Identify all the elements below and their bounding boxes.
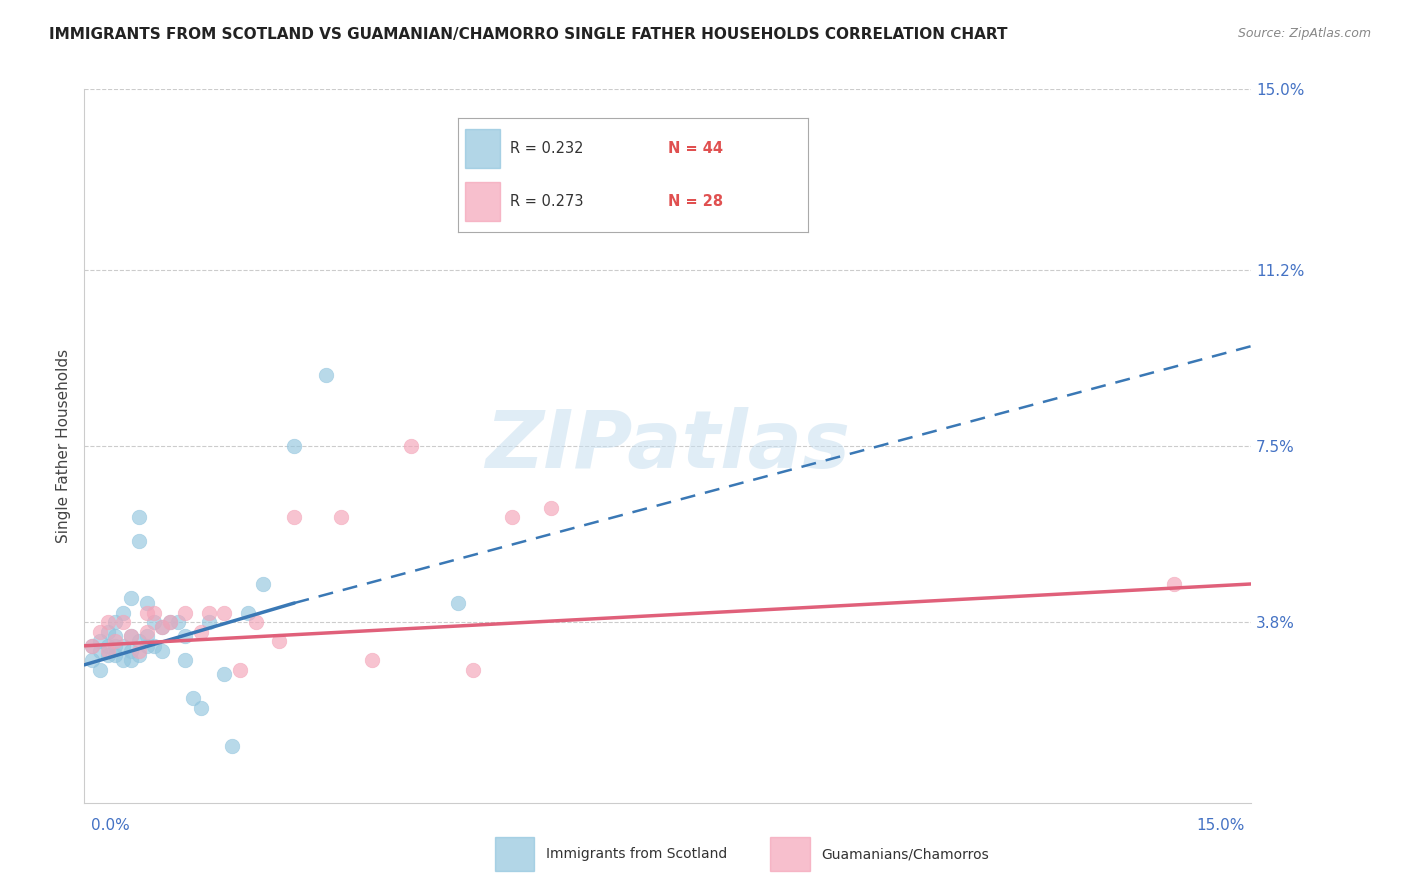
Bar <box>495 837 534 871</box>
Bar <box>465 182 499 220</box>
Point <box>112 653 135 667</box>
Point <box>128 643 150 657</box>
Point <box>104 648 127 663</box>
Point <box>112 606 135 620</box>
Point <box>245 615 267 629</box>
Text: Guamanians/Chamorros: Guamanians/Chamorros <box>821 847 988 861</box>
Point <box>447 596 470 610</box>
Point <box>97 624 120 639</box>
Point <box>82 639 104 653</box>
Point <box>120 591 142 606</box>
Point <box>135 624 157 639</box>
Point <box>128 510 150 524</box>
Point <box>89 643 111 657</box>
Point <box>97 648 120 663</box>
Point <box>150 620 173 634</box>
Text: R = 0.232: R = 0.232 <box>510 141 583 156</box>
Point <box>174 606 197 620</box>
Point <box>128 534 150 549</box>
Point <box>143 639 166 653</box>
Text: IMMIGRANTS FROM SCOTLAND VS GUAMANIAN/CHAMORRO SINGLE FATHER HOUSEHOLDS CORRELAT: IMMIGRANTS FROM SCOTLAND VS GUAMANIAN/CH… <box>49 27 1008 42</box>
Point <box>166 615 188 629</box>
Point <box>150 643 173 657</box>
Point <box>97 643 120 657</box>
Point <box>315 368 337 382</box>
Point <box>104 639 127 653</box>
Point <box>104 615 127 629</box>
Point <box>221 739 243 753</box>
Point <box>120 629 142 643</box>
Point <box>501 510 523 524</box>
Point <box>540 500 562 515</box>
Point <box>159 615 181 629</box>
Text: Source: ZipAtlas.com: Source: ZipAtlas.com <box>1237 27 1371 40</box>
Point <box>190 624 212 639</box>
Bar <box>465 129 499 168</box>
Point <box>120 653 142 667</box>
Point <box>330 510 353 524</box>
Point <box>143 615 166 629</box>
Point <box>128 648 150 663</box>
Point <box>89 663 111 677</box>
Point <box>283 510 305 524</box>
Point <box>120 629 142 643</box>
Point <box>181 691 204 706</box>
Text: ZIPatlas: ZIPatlas <box>485 407 851 485</box>
Point <box>135 606 157 620</box>
Point <box>135 596 157 610</box>
Text: 0.0%: 0.0% <box>91 818 131 832</box>
Y-axis label: Single Father Households: Single Father Households <box>56 349 72 543</box>
Point <box>229 663 252 677</box>
Text: N = 44: N = 44 <box>668 141 723 156</box>
Point <box>104 634 127 648</box>
Point <box>112 615 135 629</box>
Point <box>174 653 197 667</box>
Point <box>120 643 142 657</box>
Point <box>198 615 221 629</box>
Bar <box>770 837 810 871</box>
Point <box>236 606 259 620</box>
Point <box>104 629 127 643</box>
Text: N = 28: N = 28 <box>668 194 723 209</box>
Point <box>159 615 181 629</box>
Point <box>361 653 384 667</box>
Point <box>135 629 157 643</box>
Point <box>112 639 135 653</box>
Point <box>82 653 104 667</box>
Point <box>214 606 236 620</box>
Point <box>214 667 236 681</box>
Point <box>97 615 120 629</box>
Point <box>283 439 305 453</box>
Text: 15.0%: 15.0% <box>1197 818 1244 832</box>
Point <box>128 634 150 648</box>
Point <box>97 639 120 653</box>
Point <box>399 439 422 453</box>
Point <box>82 639 104 653</box>
Text: R = 0.273: R = 0.273 <box>510 194 583 209</box>
Point <box>150 620 173 634</box>
Point <box>143 606 166 620</box>
Point <box>198 606 221 620</box>
Point <box>135 639 157 653</box>
Point <box>267 634 290 648</box>
Point <box>252 577 274 591</box>
Text: Immigrants from Scotland: Immigrants from Scotland <box>546 847 727 861</box>
Point <box>89 634 111 648</box>
Point <box>190 700 212 714</box>
Point <box>463 663 485 677</box>
Point <box>1163 577 1185 591</box>
Point <box>174 629 197 643</box>
Point <box>89 624 111 639</box>
